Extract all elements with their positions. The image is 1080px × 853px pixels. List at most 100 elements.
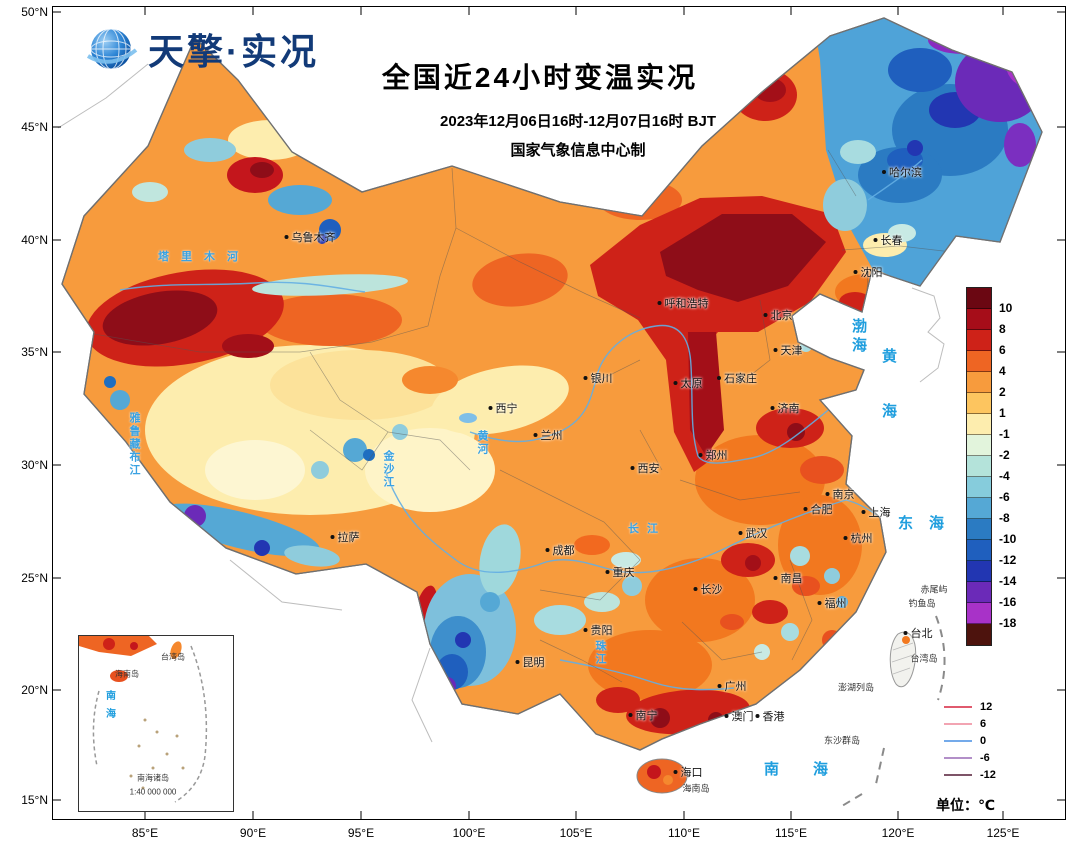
lon-tick-top xyxy=(575,7,577,15)
city-label: 合肥 xyxy=(803,501,833,517)
legend-color-band xyxy=(967,330,991,351)
city-name: 重庆 xyxy=(612,567,635,579)
lon-label: 110°E xyxy=(668,826,700,840)
boundary-dash-lines xyxy=(841,615,946,807)
city-label: 太原 xyxy=(673,375,703,391)
island-label: 赤尾屿 xyxy=(920,584,948,595)
city-name: 杭州 xyxy=(850,533,873,545)
unit-label: 单位：℃ xyxy=(936,797,995,813)
lat-label: 40°N xyxy=(21,233,48,247)
legend-value: -14 xyxy=(999,574,1017,588)
city-dot xyxy=(515,660,520,664)
legend-color-band xyxy=(967,624,991,645)
sea-label: 渤海 xyxy=(850,318,867,356)
city-dot xyxy=(673,770,678,774)
legend-color-band xyxy=(967,393,991,414)
legend-color-band xyxy=(967,561,991,582)
lat-tick-right xyxy=(1057,351,1065,353)
legend-value: 10 xyxy=(999,301,1013,315)
city-name: 广州 xyxy=(724,681,747,693)
legend-value: -8 xyxy=(999,511,1010,525)
city-name: 南宁 xyxy=(635,710,658,722)
lat-tick-right xyxy=(1057,239,1065,241)
inset-scale-label: 1:40 000 000 xyxy=(129,787,177,797)
lon-label: 105°E xyxy=(559,826,593,840)
lon-tick-top xyxy=(360,7,362,15)
city-label: 哈尔滨 xyxy=(882,164,922,180)
island-label: 海南岛 xyxy=(682,783,710,794)
city-name: 台北 xyxy=(910,628,933,640)
river-label: 雅鲁藏布江 xyxy=(128,412,140,477)
city-dot xyxy=(773,348,778,352)
lat-tick-left xyxy=(53,11,61,13)
legend-color-band xyxy=(967,477,991,498)
lon-label: 85°E xyxy=(131,826,159,840)
lat-tick-left xyxy=(53,799,61,801)
lon-tick-bottom xyxy=(575,811,577,819)
city-dot xyxy=(861,510,866,514)
lon-tick-bottom xyxy=(897,811,899,819)
lat-tick-left xyxy=(53,577,61,579)
city-name: 呼和浩特 xyxy=(664,298,709,310)
city-dot xyxy=(583,376,588,380)
lat-tick-right xyxy=(1057,464,1065,466)
sea-label: 黄海 xyxy=(880,348,897,458)
legend-color-band xyxy=(967,351,991,372)
lon-tick-bottom xyxy=(790,811,792,819)
lon-label: 95°E xyxy=(347,826,375,840)
river-label: 塔里木河 xyxy=(158,251,250,263)
page-title: 全国近24小时变温实况 xyxy=(381,62,699,93)
city-label: 天津 xyxy=(773,342,803,358)
city-dot xyxy=(903,631,908,635)
legend-value: -18 xyxy=(999,616,1017,630)
river-label: 黄河 xyxy=(476,430,488,456)
city-dot xyxy=(803,507,808,511)
isoline-sample xyxy=(944,773,972,776)
city-name: 南京 xyxy=(832,489,855,501)
lon-tick-top xyxy=(790,7,792,15)
province-borders xyxy=(93,149,953,683)
lat-tick-left xyxy=(53,689,61,691)
legend-color-band xyxy=(967,372,991,393)
legend-value: -6 xyxy=(999,490,1010,504)
lon-tick-bottom xyxy=(144,811,146,819)
city-name: 兰州 xyxy=(540,430,563,442)
isoline-value: 12 xyxy=(980,700,993,713)
city-label: 石家庄 xyxy=(717,370,757,386)
river-label: 长江 xyxy=(628,523,666,535)
logo-globe-icon xyxy=(86,28,138,70)
island-label: 钓鱼岛 xyxy=(908,598,936,609)
lon-tick-top xyxy=(683,7,685,15)
city-dot xyxy=(330,535,335,539)
city-dot xyxy=(717,376,721,380)
city-name: 石家庄 xyxy=(724,373,757,385)
lon-label: 120°E xyxy=(881,826,915,840)
city-dot xyxy=(628,713,633,717)
legend-value: 2 xyxy=(999,385,1006,399)
lon-tick-top xyxy=(252,7,254,15)
subtitle-period: 2023年12月06日16时-12月07日16时 BJT xyxy=(440,113,716,130)
isoline-legend-row: 12 xyxy=(944,698,996,715)
city-dot xyxy=(755,714,760,718)
legend-value: 4 xyxy=(999,364,1006,378)
city-label: 兰州 xyxy=(533,427,563,443)
lat-label: 15°N xyxy=(21,793,48,807)
inset-islands-label: 南海诸岛 xyxy=(137,773,169,783)
isoline-legend-rows: 12 6 0 -6 -12 xyxy=(944,698,996,783)
legend-value: -10 xyxy=(999,532,1017,546)
city-name: 上海 xyxy=(868,507,891,519)
city-label: 拉萨 xyxy=(330,529,360,545)
legend-color-band xyxy=(967,456,991,477)
legend-value: -2 xyxy=(999,448,1010,462)
city-label: 香港 xyxy=(755,708,785,724)
city-name: 北京 xyxy=(770,310,793,322)
isoline-legend-row: -12 xyxy=(944,766,996,783)
lat-label: 45°N xyxy=(21,120,48,134)
legend-value: 8 xyxy=(999,322,1006,336)
city-label: 济南 xyxy=(770,400,800,416)
isoline-legend-row: -6 xyxy=(944,749,996,766)
sea-label: 南海 xyxy=(764,761,863,778)
city-label: 银川 xyxy=(583,370,613,386)
sea-label: 东海 xyxy=(898,515,961,532)
